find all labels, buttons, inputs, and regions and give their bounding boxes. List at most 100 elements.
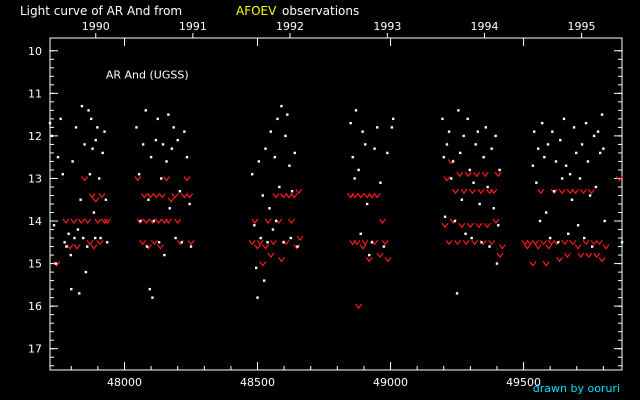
fainter-than-mark <box>542 261 550 267</box>
observation-point <box>484 126 487 129</box>
fainter-than-mark <box>471 239 479 246</box>
observation-point <box>379 181 382 184</box>
fainter-than-mark <box>582 239 590 246</box>
observation-point <box>91 147 94 150</box>
observation-point <box>149 155 153 159</box>
observation-point <box>254 266 258 270</box>
observation-point <box>176 138 179 142</box>
observation-point <box>286 113 289 116</box>
fainter-than-mark <box>355 303 363 310</box>
fainter-than-mark <box>134 176 142 182</box>
fainter-than-mark <box>357 193 365 199</box>
observation-point <box>94 138 97 142</box>
observation-point <box>74 126 78 129</box>
fainter-than-mark <box>550 188 558 195</box>
fainter-than-mark <box>384 256 392 263</box>
observation-point <box>533 130 536 133</box>
observation-point <box>576 224 580 227</box>
observation-point <box>386 151 389 155</box>
observation-point <box>71 160 74 163</box>
fainter-than-mark <box>555 256 563 263</box>
observation-point <box>603 219 606 223</box>
y-tick-label: 11 <box>28 87 42 100</box>
fainter-than-mark <box>483 222 491 229</box>
observation-point <box>103 130 106 133</box>
fainter-than-mark <box>139 239 147 246</box>
observation-point <box>157 241 161 244</box>
observation-point <box>392 117 395 121</box>
fainter-than-mark <box>454 239 462 246</box>
observation-point <box>69 253 72 257</box>
observation-point <box>480 241 483 244</box>
observation-point <box>364 143 367 146</box>
fainter-than-mark <box>293 244 301 250</box>
observation-point <box>56 155 60 159</box>
observation-point <box>449 177 453 180</box>
fainter-than-mark <box>187 239 195 246</box>
observation-point <box>445 143 449 146</box>
fainter-than-mark <box>251 218 259 225</box>
fainter-than-mark <box>368 193 376 199</box>
observation-point <box>282 241 285 244</box>
observation-point <box>486 185 489 189</box>
observation-point <box>183 130 186 133</box>
observation-point <box>540 121 544 125</box>
fainter-than-mark <box>458 222 466 229</box>
fainter-than-mark <box>183 176 191 182</box>
fainter-than-mark <box>473 171 481 178</box>
observation-point <box>172 126 175 129</box>
fainter-than-mark <box>494 171 502 178</box>
fainter-than-mark <box>264 218 272 225</box>
observation-point <box>65 245 68 248</box>
fainter-than-mark <box>53 261 61 267</box>
fainter-than-mark <box>163 176 171 182</box>
fainter-than-mark <box>256 239 264 246</box>
fainter-than-mark <box>477 188 485 195</box>
fainter-than-mark <box>529 261 537 267</box>
observation-point <box>106 241 109 244</box>
observation-point <box>82 236 85 240</box>
observation-point <box>474 143 477 146</box>
observation-point <box>476 130 480 133</box>
observation-point <box>488 245 491 248</box>
observation-point <box>592 134 596 138</box>
observation-point <box>160 177 163 180</box>
observation-point <box>137 173 141 176</box>
observation-point <box>551 130 554 133</box>
fainter-than-mark <box>469 188 476 195</box>
fainter-than-mark <box>269 239 277 246</box>
fainter-than-mark <box>521 239 529 246</box>
fainter-than-mark <box>566 188 574 195</box>
observation-point <box>262 279 266 282</box>
observation-point <box>575 151 578 155</box>
observation-point <box>359 232 362 235</box>
observation-point <box>174 236 177 240</box>
observation-point <box>52 224 56 227</box>
observation-point <box>273 155 277 159</box>
fainter-than-mark <box>174 218 182 225</box>
observation-point <box>554 160 558 163</box>
observation-point <box>580 143 584 146</box>
observation-point <box>559 138 562 142</box>
fainter-than-mark <box>488 239 496 246</box>
observation-point <box>141 143 145 146</box>
observation-point <box>185 155 189 159</box>
fainter-than-mark <box>88 193 96 199</box>
fainter-than-mark <box>456 171 464 178</box>
fainter-than-mark <box>441 222 449 229</box>
fainter-than-mark <box>615 176 623 182</box>
fainter-than-mark <box>579 188 587 195</box>
fainter-than-mark <box>593 252 601 259</box>
observation-point <box>170 147 174 150</box>
fainter-than-mark <box>361 239 369 246</box>
fainter-than-mark <box>140 193 148 199</box>
fainter-than-mark <box>92 197 100 203</box>
observation-point <box>361 130 364 133</box>
observation-point <box>578 177 582 180</box>
observation-point <box>543 155 546 159</box>
observation-point <box>560 177 564 180</box>
fainter-than-mark <box>90 244 98 250</box>
fainter-than-mark <box>70 218 78 225</box>
observation-point <box>482 155 485 159</box>
year-label: 1994 <box>470 20 498 33</box>
